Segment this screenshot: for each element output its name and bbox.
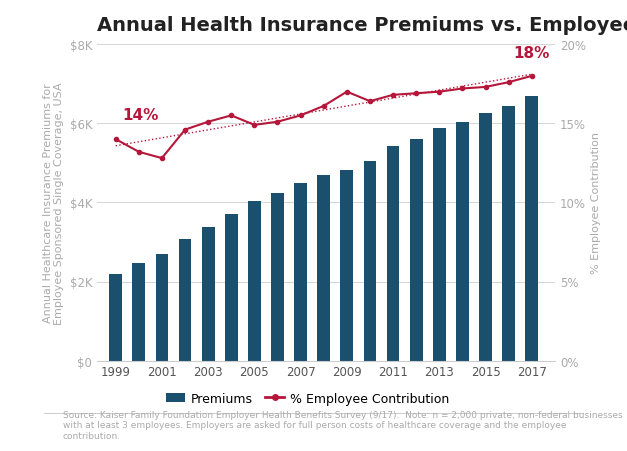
Text: 14%: 14% bbox=[123, 107, 159, 122]
Bar bbox=[410, 139, 423, 361]
Bar bbox=[525, 97, 538, 361]
Bar bbox=[340, 170, 353, 361]
Bar bbox=[248, 202, 261, 361]
Bar bbox=[479, 114, 492, 361]
Bar bbox=[225, 215, 238, 361]
Bar bbox=[294, 184, 307, 361]
Text: 18%: 18% bbox=[514, 46, 550, 61]
Bar bbox=[271, 193, 284, 361]
Y-axis label: Annual Healthcare Insurance Premiums for
Employee Sponsored Single Coverage, USA: Annual Healthcare Insurance Premiums for… bbox=[43, 82, 64, 324]
Bar bbox=[317, 175, 330, 361]
Text: Source: Kaiser Family Foundation Employer Health Benefits Survey (9/17).  Note: : Source: Kaiser Family Foundation Employe… bbox=[63, 410, 623, 440]
Bar bbox=[179, 239, 191, 361]
Text: Annual Health Insurance Premiums vs. Employee Contribution: Annual Health Insurance Premiums vs. Emp… bbox=[97, 16, 627, 35]
Bar bbox=[132, 263, 145, 361]
Bar bbox=[387, 147, 399, 361]
Bar bbox=[155, 255, 168, 361]
Bar bbox=[202, 227, 214, 361]
Bar bbox=[502, 107, 515, 361]
Bar bbox=[433, 129, 446, 361]
Bar bbox=[109, 274, 122, 361]
Legend: Premiums, % Employee Contribution: Premiums, % Employee Contribution bbox=[161, 387, 455, 410]
Bar bbox=[364, 161, 376, 361]
Bar bbox=[456, 123, 469, 361]
Y-axis label: % Employee Contribution: % Employee Contribution bbox=[591, 132, 601, 274]
